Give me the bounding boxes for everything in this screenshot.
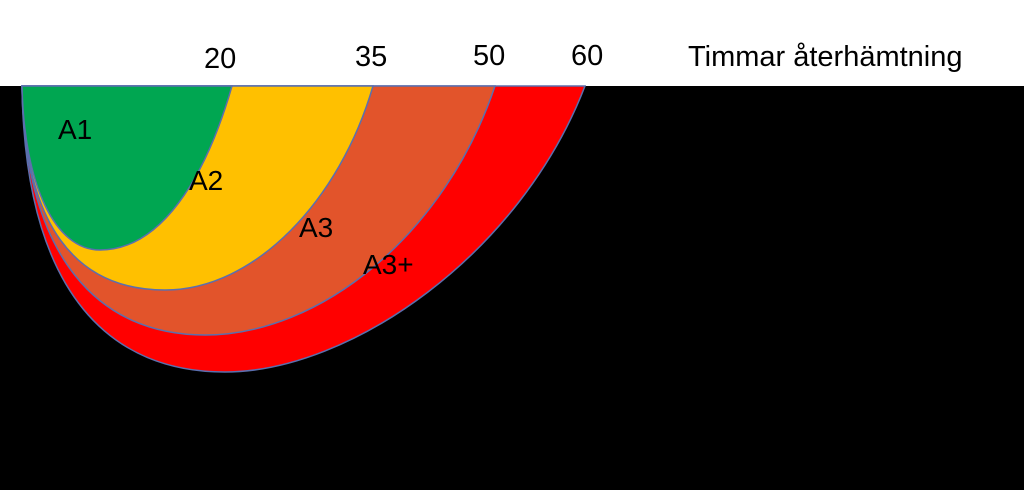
axis-title: Timmar återhämtning xyxy=(688,41,963,73)
zone-label-a1: A1 xyxy=(58,114,93,145)
header-strip xyxy=(0,0,1024,86)
zone-label-a3plus: A3+ xyxy=(363,249,414,280)
tick-label-20: 20 xyxy=(204,43,237,75)
tick-label-35: 35 xyxy=(355,41,388,73)
tick-label-60: 60 xyxy=(571,40,604,72)
zone-label-a3: A3 xyxy=(299,212,334,243)
zone-label-a2: A2 xyxy=(189,165,224,196)
tick-label-50: 50 xyxy=(473,40,506,72)
zone-band-a1 xyxy=(21,85,233,251)
